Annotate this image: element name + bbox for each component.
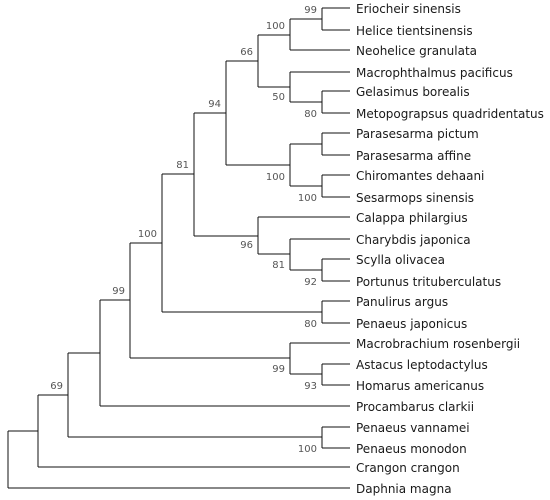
- branch: [321, 90, 350, 114]
- taxon-label: Panulirus argus: [356, 295, 448, 309]
- taxon-labels: Eriocheir sinensis Helice tientsinensis …: [356, 2, 544, 496]
- support-value: 100: [298, 193, 317, 204]
- support-value: 99: [304, 5, 317, 16]
- support-value: 99: [112, 286, 125, 297]
- branch: [289, 143, 322, 187]
- taxon-label: Homarus americanus: [356, 379, 484, 393]
- taxon-label: Metopograpsus quadridentatus: [356, 107, 544, 121]
- taxon-label: Penaeus japonicus: [356, 317, 467, 331]
- support-value: 96: [240, 240, 253, 251]
- support-value: 99: [272, 364, 285, 375]
- taxon-label: Charybdis japonica: [356, 233, 471, 247]
- taxon-label: Helice tientsinensis: [356, 24, 473, 38]
- support-value: 66: [240, 47, 253, 58]
- branch: [321, 258, 350, 282]
- branch: [321, 132, 350, 156]
- support-value: 94: [208, 99, 221, 110]
- support-value: 81: [272, 260, 285, 271]
- taxon-label: Daphnia magna: [356, 482, 452, 496]
- taxon-label: Sesarmops sinensis: [356, 191, 474, 205]
- taxon-label: Penaeus monodon: [356, 442, 467, 456]
- taxon-label: Portunus trituberculatus: [356, 275, 501, 289]
- support-values: 99 100 66 50 80 94 100 100 81 96 81 92 1…: [50, 5, 317, 455]
- branch: [289, 238, 350, 271]
- taxon-label: Crangon crangon: [356, 461, 460, 475]
- support-value: 92: [304, 277, 317, 288]
- support-value: 50: [272, 92, 285, 103]
- branch: [7, 430, 350, 489]
- taxon-label: Parasesarma pictum: [356, 127, 479, 141]
- taxon-label: Eriocheir sinensis: [356, 2, 461, 16]
- branch: [321, 174, 350, 198]
- tree-branches: [7, 7, 350, 489]
- support-value: 100: [266, 21, 285, 32]
- taxon-label: Gelasimus borealis: [356, 85, 470, 99]
- taxon-label: Scylla olivacea: [356, 253, 445, 267]
- support-value: 69: [50, 381, 63, 392]
- support-value: 80: [304, 109, 317, 120]
- branch: [129, 242, 290, 359]
- branch: [321, 363, 350, 386]
- taxon-label: Penaeus vannamei: [356, 421, 470, 435]
- taxon-label: Macrobrachium rosenbergii: [356, 337, 520, 351]
- branch: [289, 71, 350, 103]
- branch: [257, 34, 290, 88]
- taxon-label: Chiromantes dehaani: [356, 169, 484, 183]
- branch: [289, 342, 350, 375]
- support-value: 100: [266, 172, 285, 183]
- taxon-label: Neohelice granulata: [356, 44, 477, 58]
- support-value: 81: [176, 160, 189, 171]
- taxon-label: Calappa philargius: [356, 211, 468, 225]
- support-value: 100: [138, 229, 157, 240]
- taxon-label: Astacus leptodactylus: [356, 358, 488, 372]
- support-value: 100: [298, 444, 317, 455]
- taxon-label: Macrophthalmus pacificus: [356, 66, 513, 80]
- branch: [289, 18, 350, 51]
- branch: [257, 216, 350, 255]
- support-value: 93: [304, 381, 317, 392]
- taxon-label: Procambarus clarkii: [356, 400, 474, 414]
- branch: [321, 300, 350, 324]
- taxon-label: Parasesarma affine: [356, 149, 471, 163]
- branch: [321, 426, 350, 449]
- support-value: 80: [304, 319, 317, 330]
- branch: [321, 7, 350, 31]
